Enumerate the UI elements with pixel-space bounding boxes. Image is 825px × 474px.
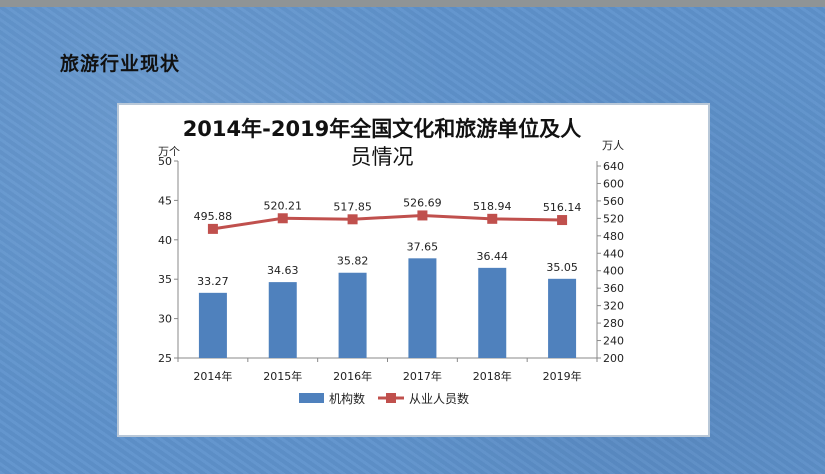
right-tick-label: 560 [603,195,624,208]
bar-data-label: 34.63 [267,264,299,277]
legend-label-bar: 机构数 [329,391,365,406]
bar-data-label: 33.27 [197,275,229,288]
left-axis-unit: 万个 [158,145,180,158]
x-tick-label: 2015年 [263,369,302,383]
bar-2019年 [548,278,577,358]
bar-data-label: 35.05 [546,261,578,274]
line-marker-2017年 [417,210,428,221]
x-tick-label: 2019年 [543,369,582,383]
right-tick-label: 520 [603,212,624,225]
right-tick-label: 240 [603,335,624,348]
line-data-label: 526.69 [403,196,442,209]
chart-title-line2: 员情况 [351,145,414,169]
chart-title-line1: 2014年-2019年全国文化和旅游单位及人 [183,117,582,141]
line-marker-2015年 [277,213,288,224]
left-tick-label: 25 [158,352,172,365]
right-tick-label: 200 [603,352,624,365]
line-marker-2018年 [487,213,498,224]
right-tick-label: 280 [603,317,624,330]
left-tick-label: 50 [158,155,172,168]
top-band [0,0,825,7]
bar-data-label: 37.65 [407,240,439,253]
right-axis-unit: 万人 [602,139,624,152]
legend-label-line: 从业人员数 [409,391,469,406]
bar-2017年 [408,258,437,358]
right-tick-label: 400 [603,265,624,278]
left-tick-label: 35 [158,273,172,286]
right-tick-label: 360 [603,282,624,295]
right-tick-label: 440 [603,247,624,260]
right-tick-label: 320 [603,300,624,313]
line-marker-2019年 [557,215,568,226]
bar-2016年 [338,272,367,358]
left-tick-label: 45 [158,194,172,207]
line-data-label: 495.88 [194,210,233,223]
bar-data-label: 35.82 [337,255,369,268]
bar-2014年 [198,292,227,358]
line-marker-2014年 [207,223,218,234]
line-data-label: 518.94 [473,200,512,213]
bar-2015年 [268,282,297,358]
x-tick-label: 2014年 [193,369,232,383]
line-data-label: 517.85 [333,200,372,213]
bar-2018年 [478,267,507,358]
right-tick-label: 640 [603,160,624,173]
x-tick-label: 2018年 [473,369,512,383]
slide-heading: 旅游行业现状 [60,53,181,75]
line-data-label: 520.21 [264,199,303,212]
x-tick-label: 2017年 [403,369,442,383]
left-tick-label: 40 [158,234,172,247]
line-series-path [212,213,563,231]
left-tick-label: 30 [158,313,172,326]
line-marker-2016年 [347,214,358,225]
bar-data-label: 36.44 [477,250,509,263]
legend-swatch-bar [299,393,324,403]
line-data-label: 516.14 [543,201,582,214]
legend-swatch-marker [386,393,396,403]
x-tick-label: 2016年 [333,369,372,383]
right-tick-label: 600 [603,177,624,190]
right-tick-label: 480 [603,230,624,243]
